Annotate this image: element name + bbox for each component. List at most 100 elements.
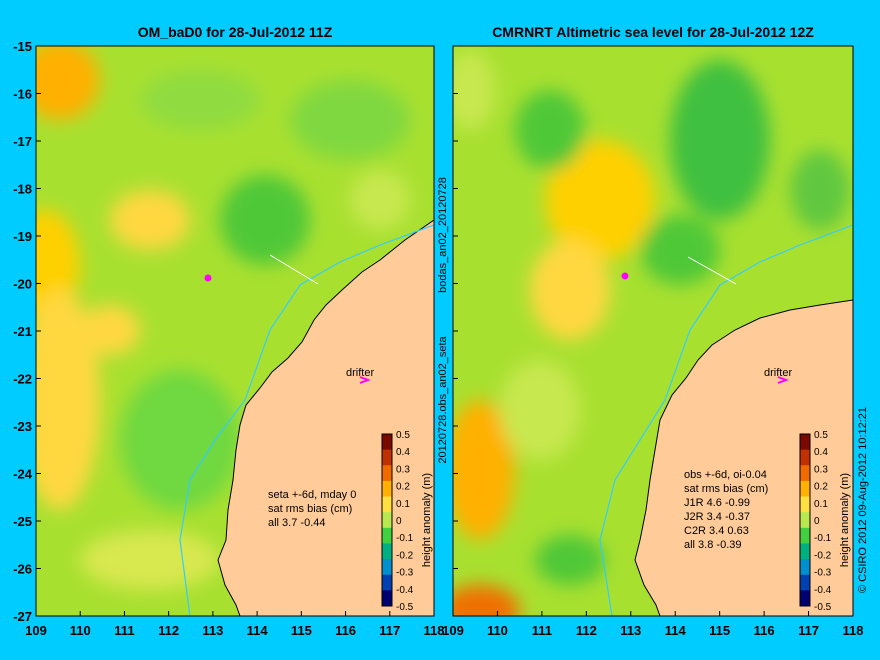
colorbar-swatch [800,496,810,513]
colorbar-tick-label: -0.1 [396,533,414,544]
colorbar-swatch [800,559,810,576]
colorbar-tick-label: 0.4 [814,447,828,458]
y-tick-label: -26 [13,562,32,577]
colorbar-tick-label: -0.5 [814,602,832,613]
colorbar-swatch [800,434,810,451]
y-tick-label: -17 [13,134,32,149]
colorbar-label: height anomaly (m) [839,473,851,567]
colorbar-swatch [800,480,810,498]
colorbar-tick-label: -0.1 [814,533,832,544]
colorbar-swatch [382,543,392,560]
track-line [179,224,434,616]
right-colorbar: 0.5 0.4 0.3 0.2 0.1 0 -0.1 -0.2 -0.3 -0.4 -0.5 heig… [798,430,851,613]
colorbar-swatch [382,496,392,513]
right-panel-title: CMRNRT Altimetric sea level for 28-Jul-2… [492,24,814,40]
y-tick-label: -20 [13,277,32,292]
x-tick-label: 118 [843,623,864,638]
y-tick-label: -15 [13,39,32,54]
colorbar-tick-label: 0.5 [396,430,410,441]
x-tick-label: 115 [709,623,730,638]
anomaly-contours [36,46,410,590]
colorbar-swatch [382,465,392,482]
drifter-marker [621,272,629,280]
x-tick-label: 114 [247,623,269,638]
colorbar-swatch [382,512,392,529]
cross-section-line [269,254,319,285]
x-tick-label: 118 [424,623,445,638]
right-axis-ticks: 109 110 111 112 113 114 115 116 117 118 [442,45,864,638]
colorbar-swatch [382,449,392,466]
x-tick-label: 112 [576,623,597,638]
right-drifter-label: drifter [764,367,792,379]
y-tick-label: -27 [13,609,32,624]
left-stats: seta +-6d, mday 0 sat rms bias (cm) all … [268,489,359,529]
drifter-arrow-icon [359,376,371,384]
colorbar-frame [799,433,811,607]
x-tick-label: 113 [202,623,223,638]
y-tick-label: -25 [13,514,32,529]
colorbar-swatch [800,574,810,591]
colorbar-swatch [800,449,810,466]
x-tick-label: 109 [442,623,464,638]
colorbar-tick-label: 0.1 [814,499,828,510]
colorbar-tick-label: -0.3 [396,568,414,579]
x-tick-label: 111 [532,623,552,638]
colorbar-swatch [382,434,392,451]
y-tick-label: -19 [13,229,32,244]
y-tick-label: -22 [13,372,32,387]
left-side-label: bodas_an02_20120728 [437,177,449,293]
colorbar-swatch [800,465,810,482]
colorbar-tick-label: 0.2 [396,482,410,493]
x-tick-label: 110 [487,623,508,638]
track-line [599,224,853,616]
right-side-label: 20120728.obs_an02_seta [437,336,449,464]
x-tick-label: 109 [25,623,47,638]
x-tick-label: 110 [70,623,91,638]
x-tick-label: 112 [158,623,179,638]
left-drifter-label: drifter [346,367,374,379]
x-tick-label: 115 [291,623,312,638]
y-tick-label: -23 [13,419,32,434]
x-tick-label: 116 [754,623,775,638]
colorbar-swatch [382,480,392,498]
x-tick-label: 114 [665,623,687,638]
x-tick-label: 116 [335,623,356,638]
anomaly-contours [453,50,850,616]
x-tick-label: 117 [798,623,819,638]
colorbar-tick-label: 0.1 [396,499,410,510]
x-tick-label: 111 [114,623,134,638]
drifter-arrow-icon [777,376,789,384]
colorbar-tick-label: -0.2 [396,550,414,561]
colorbar-tick-label: 0 [814,516,820,527]
y-tick-label: -21 [13,324,32,339]
colorbar-tick-label: 0.2 [814,482,828,493]
colorbar-tick-label: 0.3 [396,464,410,475]
left-colorbar: 0.5 0.4 0.3 0.2 0.1 0 -0.1 -0.2 -0.3 -0.4 -0.5 heig… [380,430,433,613]
y-tick-label: -24 [13,467,33,482]
y-tick-label: -18 [13,182,32,197]
colorbar-tick-label: -0.4 [814,585,832,596]
colorbar-tick-label: 0.4 [396,447,410,458]
copyright-label: © CSIRO 2012 09-Aug-2012 10:12:21 [857,407,869,593]
colorbar-label: height anomaly (m) [421,473,433,567]
y-tick-label: -16 [13,87,32,102]
colorbar-tick-label: 0.5 [814,430,828,441]
left-axis-ticks: 109 110 111 112 113 114 115 116 117 118 -15 -16 -17 -… [13,39,444,638]
left-panel-title: OM_baD0 for 28-Jul-2012 11Z [138,24,333,40]
colorbar-tick-label: -0.3 [814,568,832,579]
cross-section-line [687,256,737,285]
x-tick-label: 113 [620,623,641,638]
colorbar-tick-label: -0.4 [396,585,414,596]
colorbar-swatch [382,590,392,607]
colorbar-swatch [800,512,810,529]
colorbar-swatch [800,543,810,560]
colorbar-swatch [382,574,392,591]
drifter-marker [204,274,212,282]
colorbar-tick-label: 0 [396,516,402,527]
colorbar-tick-label: 0.3 [814,464,828,475]
colorbar-swatch [800,590,810,607]
colorbar-swatch [800,527,810,544]
left-map-panel [36,46,434,616]
colorbar-frame [381,433,393,607]
